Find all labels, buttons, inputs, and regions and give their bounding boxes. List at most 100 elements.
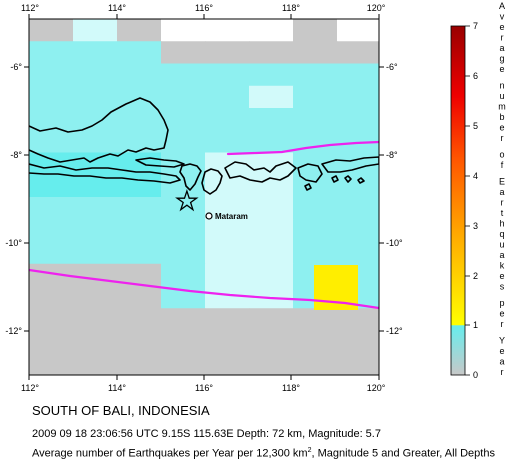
flores-coastline [321, 156, 379, 173]
grid-cell [73, 263, 118, 287]
colorbar-title-char: e [499, 22, 504, 32]
grid-cell [293, 308, 338, 331]
islet [357, 177, 365, 184]
grid-cell [73, 197, 118, 220]
grid-cell [381, 19, 426, 42]
grid-cell [117, 330, 162, 354]
grid-cell [29, 286, 74, 309]
grid-cell [337, 241, 379, 265]
grid-cell [205, 152, 250, 176]
grid-cell [29, 197, 74, 220]
grid-cell [293, 352, 338, 375]
grid-cell [381, 86, 426, 109]
colorbar-title-char: a [499, 187, 504, 197]
grid-cell [205, 286, 250, 309]
colorbar-title-char: u [499, 91, 504, 101]
grid-cell [29, 241, 74, 265]
lombok-coastline [201, 168, 223, 195]
colorbar-title-char: r [501, 319, 504, 329]
grid-cell [249, 241, 294, 265]
grid-cell [161, 19, 206, 42]
grid-cell [293, 41, 338, 64]
colorbar-title-char: p [499, 298, 504, 308]
colorbar-title-char: m [498, 102, 506, 112]
grid-cell [249, 130, 294, 153]
islet [331, 175, 339, 183]
colorbar-title-char: f [501, 160, 504, 170]
grid-cell [337, 85, 379, 109]
colorbar-tick-label: 2 [473, 271, 478, 281]
grid-cell [73, 174, 118, 198]
mataram-city-marker-icon [205, 212, 213, 220]
colorbar-tick-label: 4 [473, 171, 478, 181]
x-tick-label: 116° [195, 3, 213, 13]
grid-cell [249, 174, 294, 198]
grid-cell [29, 85, 74, 109]
colorbar-title-char: r [501, 198, 504, 208]
colorbar-tick-labels: 7 6 5 4 3 2 1 0 [473, 21, 478, 380]
grid-cell [381, 197, 426, 220]
sunda-trench-line [29, 268, 379, 310]
x-tick-label: 120° [367, 3, 386, 13]
grid-cell [29, 263, 74, 287]
grid-cell [117, 219, 162, 242]
grid-cell [161, 219, 206, 242]
grid-cell [161, 241, 206, 265]
grid-cell [205, 219, 250, 242]
grid-cell [73, 330, 118, 354]
tick-marks [24, 14, 384, 380]
grid-cell [29, 352, 74, 375]
grid-cell [73, 241, 118, 265]
colorbar-title-char: n [499, 81, 504, 91]
grid-cell [249, 219, 294, 242]
grid-cell [117, 263, 162, 287]
grid-cell [205, 241, 250, 265]
colorbar-title-char: q [499, 229, 504, 239]
grid-cell [205, 308, 250, 331]
description-superscript: 2 [307, 447, 312, 454]
colorbar-gradient [450, 25, 466, 376]
grid-cell [205, 41, 250, 64]
grid-cell [205, 63, 250, 87]
grid-cell [381, 264, 426, 287]
grid-cell [337, 352, 379, 375]
grid-cell [293, 241, 338, 265]
colorbar-title-char: e [499, 271, 504, 281]
sumbawa-coastline [224, 161, 297, 183]
colorbar-title-char: Y [499, 336, 505, 346]
islet [304, 183, 312, 191]
grid-cell [293, 330, 338, 354]
colorbar-tick-label: 5 [473, 121, 478, 131]
colorbar-title-char: A [499, 1, 505, 11]
grid-cell [337, 308, 379, 331]
mataram-city-label: Mataram [215, 212, 248, 221]
colorbar-title-char: e [499, 123, 504, 133]
islet [344, 175, 352, 183]
colorbar-title-char: s [500, 282, 505, 292]
grid-cell [73, 130, 118, 153]
y-tick-label: -12° [5, 326, 22, 336]
x-tick-label: 114° [108, 383, 126, 393]
grid-cell [381, 108, 426, 131]
grid-cell [29, 63, 74, 87]
grid-cell [29, 308, 74, 331]
grid-cell [293, 85, 338, 109]
event-details: 2009 09 18 23:06:56 UTC 9.15S 115.63E De… [32, 428, 381, 440]
grid-cell [249, 308, 294, 331]
coastlines [29, 97, 379, 195]
x-tick-label: 112° [21, 3, 39, 13]
grid-cells [29, 19, 426, 375]
y-axis-left-labels: -6° -8° -10° -12° [5, 62, 22, 336]
grid-cell [337, 330, 379, 354]
colorbar-title-char: r [501, 367, 504, 377]
grid-cell [161, 41, 206, 64]
colorbar-title-char: r [501, 33, 504, 43]
grid-cell [29, 108, 74, 131]
colorbar-title-char: u [499, 240, 504, 250]
colorbar-tick-label: 1 [473, 320, 478, 330]
x-tick-label: 116° [195, 383, 213, 393]
grid-cell [29, 330, 74, 354]
bali-coastline [179, 163, 202, 191]
grid-cell [381, 286, 426, 309]
grid-cell [117, 241, 162, 265]
